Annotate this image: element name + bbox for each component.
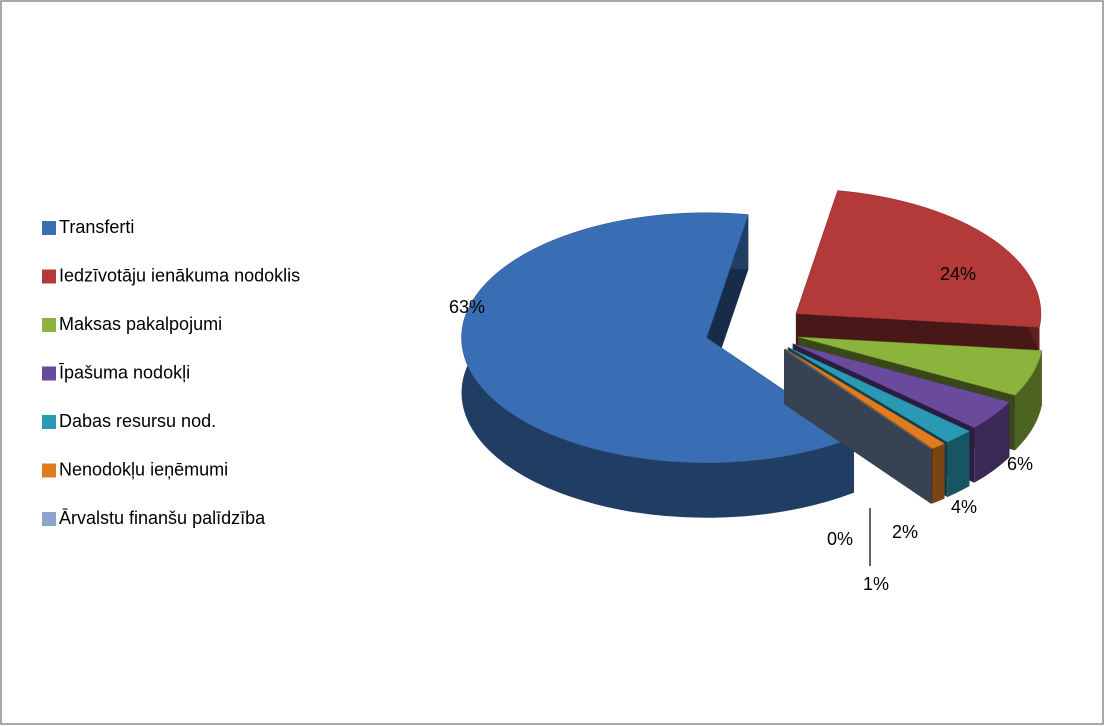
legend-label: Ārvalstu finanšu palīdzība xyxy=(59,508,266,528)
legend-swatch xyxy=(42,415,56,429)
legend-label: Maksas pakalpojumi xyxy=(59,314,222,334)
legend: Transferti Iedzīvotāju ienākuma nodoklis M… xyxy=(42,217,300,528)
legend-label: Iedzīvotāju ienākuma nodoklis xyxy=(59,265,300,285)
slice-side xyxy=(947,431,970,498)
slice xyxy=(792,343,1010,429)
legend-label: Īpašuma nodokļi xyxy=(59,362,190,382)
slice-side xyxy=(974,402,1010,483)
data-labels: 63% 24% 6% 4% 2% 1% 0% xyxy=(449,264,1033,594)
slice xyxy=(784,348,946,449)
data-label: 24% xyxy=(940,264,976,284)
legend-label: Dabas resursu nod. xyxy=(59,411,216,431)
data-label: 4% xyxy=(951,497,977,517)
slice-side xyxy=(932,443,945,504)
slice xyxy=(783,348,932,450)
slice xyxy=(787,346,970,443)
data-label: 63% xyxy=(449,297,485,317)
legend-swatch xyxy=(42,318,56,332)
data-label: 1% xyxy=(863,574,889,594)
legend-label: Nenodokļu ieņēmumi xyxy=(59,459,228,479)
slice xyxy=(798,336,1043,396)
legend-swatch xyxy=(42,221,56,235)
data-label: 6% xyxy=(1007,454,1033,474)
legend-swatch xyxy=(42,463,56,478)
slice-wall xyxy=(784,349,932,504)
legend-swatch xyxy=(42,269,56,284)
legend-label: Transferti xyxy=(59,217,134,237)
data-label: 0% xyxy=(827,529,853,549)
slice xyxy=(461,212,855,464)
slice xyxy=(795,190,1042,328)
legend-swatch xyxy=(42,512,56,526)
legend-swatch xyxy=(42,366,56,381)
pie xyxy=(461,190,1043,518)
slice-side xyxy=(1014,350,1042,451)
data-label: 2% xyxy=(892,522,918,542)
